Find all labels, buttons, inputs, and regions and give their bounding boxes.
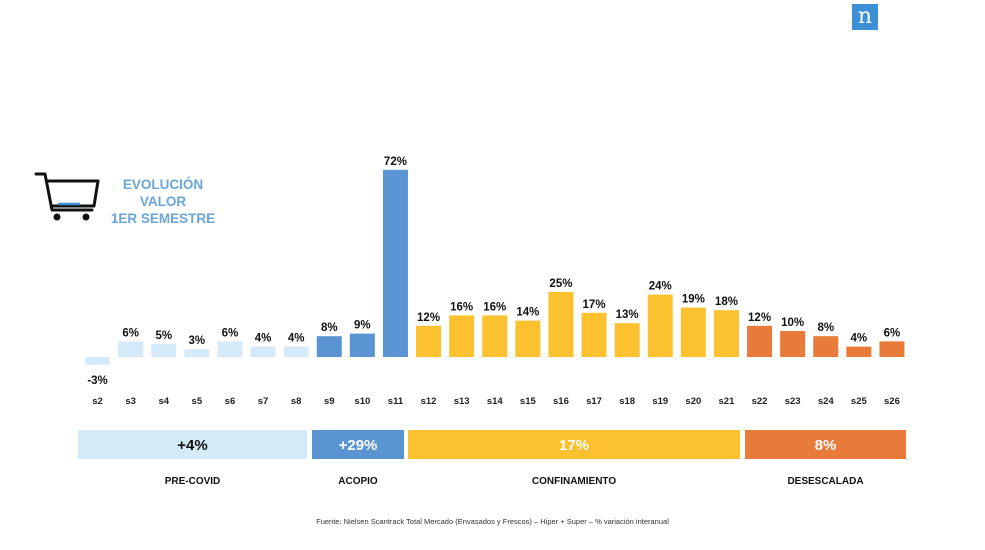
shopping-cart-icon xyxy=(34,172,100,221)
bar-value-label: 24% xyxy=(649,281,672,293)
x-tick-label: s12 xyxy=(421,396,437,407)
x-tick-label: s25 xyxy=(851,396,868,407)
bar-s2 xyxy=(85,357,111,365)
bar-value-label: 6% xyxy=(884,327,901,339)
bar-s6 xyxy=(217,341,243,357)
phase-band-pre_covid xyxy=(78,430,307,459)
x-tick-label: s18 xyxy=(619,396,635,407)
bar-value-label: 12% xyxy=(417,312,440,324)
bar-value-label: 16% xyxy=(483,301,506,313)
bar-s12 xyxy=(416,325,442,357)
bar-value-label: 6% xyxy=(222,327,239,339)
chart-title: EVOLUCIÓN VALOR 1ER SEMESTRE xyxy=(108,176,218,227)
bar-s14 xyxy=(482,315,508,357)
x-tick-label: s4 xyxy=(158,396,169,407)
bar-value-label: 18% xyxy=(715,296,738,308)
phase-value-label: +29% xyxy=(339,437,378,454)
bar-value-label: 6% xyxy=(122,327,139,339)
bar-s23 xyxy=(780,331,806,357)
x-tick-label: s19 xyxy=(652,396,668,407)
phase-value-label: 8% xyxy=(815,437,837,454)
x-tick-label: s10 xyxy=(354,396,370,407)
bar-value-label: 5% xyxy=(155,330,172,342)
bar-s4 xyxy=(151,344,177,357)
bar-s18 xyxy=(614,323,640,357)
x-tick-label: s5 xyxy=(192,396,203,407)
bar-value-label: 16% xyxy=(450,301,473,313)
bar-s26 xyxy=(879,341,905,357)
bar-value-label: 12% xyxy=(748,312,771,324)
phase-band-acopio xyxy=(312,430,404,459)
title-line-3: 1ER SEMESTRE xyxy=(110,211,216,226)
phase-name-label: CONFINAMIENTO xyxy=(532,476,616,487)
bar-s10 xyxy=(349,333,375,357)
phase-name-label: PRE-COVID xyxy=(165,476,221,487)
bar-s9 xyxy=(316,336,342,357)
bar-s21 xyxy=(713,310,739,357)
title-line-1: EVOLUCIÓN xyxy=(122,177,204,192)
bar-value-label: 8% xyxy=(321,322,338,334)
x-tick-label: s11 xyxy=(388,396,404,407)
bar-value-label: 3% xyxy=(189,335,206,347)
bar-value-label: 10% xyxy=(781,317,804,329)
x-tick-label: s15 xyxy=(520,396,537,407)
bar-value-label: 4% xyxy=(288,333,305,345)
bar-value-label: 13% xyxy=(616,309,639,321)
x-tick-label: s8 xyxy=(291,396,302,407)
phase-name-label: ACOPIO xyxy=(338,476,378,487)
title-line-2: VALOR xyxy=(139,194,187,209)
x-tick-label: s21 xyxy=(719,396,736,407)
x-tick-label: s17 xyxy=(586,396,602,407)
bar-value-label: 9% xyxy=(354,320,371,332)
bar-value-label: 4% xyxy=(255,333,272,345)
bar-s7 xyxy=(250,346,276,357)
bar-s5 xyxy=(184,349,210,357)
bar-s25 xyxy=(846,346,872,357)
bar-value-label: 4% xyxy=(851,333,868,345)
bar-s20 xyxy=(680,307,706,357)
bar-s8 xyxy=(283,346,309,357)
x-tick-label: s23 xyxy=(785,396,801,407)
x-tick-label: s13 xyxy=(454,396,470,407)
x-tick-label: s20 xyxy=(685,396,701,407)
x-tick-label: s9 xyxy=(324,396,335,407)
bar-s16 xyxy=(548,292,574,357)
bar-s17 xyxy=(581,312,607,357)
x-tick-label: s16 xyxy=(553,396,569,407)
bar-value-label: 72% xyxy=(384,156,407,168)
bar-s13 xyxy=(449,315,475,357)
x-tick-label: s6 xyxy=(225,396,236,407)
phase-band-desescalada xyxy=(745,430,906,459)
bar-value-label: 8% xyxy=(817,322,834,334)
bar-s24 xyxy=(813,336,839,357)
x-tick-label: s3 xyxy=(125,396,136,407)
bar-s11 xyxy=(382,169,408,357)
x-tick-label: s2 xyxy=(92,396,103,407)
bar-s3 xyxy=(118,341,144,357)
nielsen-logo: n xyxy=(852,4,878,30)
x-tick-label: s7 xyxy=(258,396,269,407)
source-footnote: Fuente: Nielsen Scantrack Total Mercado … xyxy=(316,517,669,526)
bar-value-label: 14% xyxy=(516,307,539,319)
x-tick-label: s14 xyxy=(487,396,504,407)
phase-name-label: DESESCALADA xyxy=(787,476,863,487)
bar-value-label: 17% xyxy=(583,299,606,311)
phase-value-label: 17% xyxy=(559,437,589,454)
bar-s15 xyxy=(515,320,541,357)
x-tick-label: s24 xyxy=(818,396,835,407)
bar-s22 xyxy=(747,325,773,357)
bar-value-label: 19% xyxy=(682,294,705,306)
bar-value-label: 25% xyxy=(549,278,572,290)
x-tick-label: s22 xyxy=(752,396,768,407)
phase-band-confinamiento xyxy=(408,430,740,459)
bar-s19 xyxy=(647,294,673,357)
bar-value-label: -3% xyxy=(87,375,107,387)
phase-value-label: +4% xyxy=(177,437,207,454)
x-tick-label: s26 xyxy=(884,396,900,407)
